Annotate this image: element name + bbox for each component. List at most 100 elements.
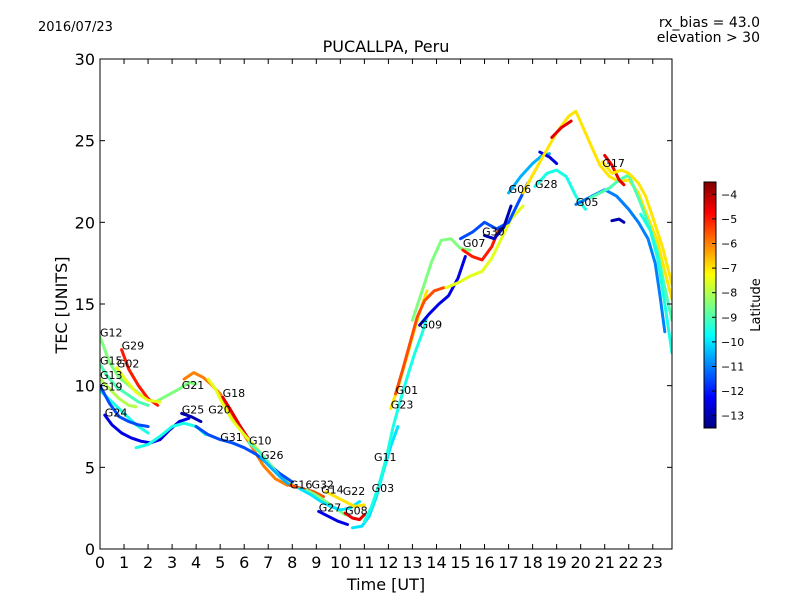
x-tick-label-11: 11	[354, 553, 374, 572]
colorbar-tick-label-13: −13	[721, 410, 744, 423]
x-tick-label-17: 17	[498, 553, 518, 572]
satellite-label-g09: G09	[420, 319, 443, 332]
colorbar-tick-label-11: −11	[721, 361, 744, 374]
satellite-label-g01: G01	[396, 384, 419, 397]
satellite-label-g20: G20	[208, 403, 231, 416]
series-line-42	[610, 217, 626, 224]
colorbar-tick-label-7: −7	[721, 262, 737, 275]
satellite-label-g15: G15	[100, 354, 123, 367]
colorbar-label: Latitude	[749, 278, 764, 332]
colorbar-ticks: −4 −5 −6 −7 −8 −9 −10 −11 −12 −13	[712, 188, 744, 423]
series-line-18	[298, 487, 362, 512]
satellite-label-g16: G16	[290, 479, 313, 492]
satellite-label-g25: G25	[182, 403, 205, 416]
rx-bias-label: rx_bias = 43.0	[659, 15, 760, 31]
satellite-label-g32: G32	[312, 479, 335, 492]
date-label: 2016/07/23	[38, 20, 113, 35]
x-tick-label-4: 4	[191, 553, 201, 572]
series-line-19	[324, 490, 366, 508]
satellite-label-g29: G29	[122, 340, 145, 353]
colorbar-tick-label-5: −5	[721, 213, 737, 226]
colorbar-tick-label-4: −4	[721, 188, 737, 201]
series-line-35	[521, 109, 672, 301]
satellite-label-g22: G22	[343, 485, 366, 498]
series-line-31	[483, 204, 513, 241]
x-tick-label-13: 13	[402, 553, 422, 572]
x-tick-label-7: 7	[263, 553, 273, 572]
x-tick-label-5: 5	[215, 553, 225, 572]
x-tick-label-19: 19	[546, 553, 566, 572]
satellite-label-g12: G12	[100, 327, 123, 340]
series-line-7	[100, 384, 150, 428]
x-tick-label-10: 10	[330, 553, 350, 572]
series-line-2	[115, 366, 162, 404]
series-line-41	[639, 212, 672, 355]
satellite-label-g03: G03	[372, 482, 395, 495]
series-line-23	[362, 315, 429, 523]
satellite-label-g10: G10	[249, 435, 272, 448]
satellite-label-g31: G31	[220, 431, 243, 444]
y-tick-label-15: 15	[75, 295, 95, 314]
y-tick-label-0: 0	[85, 540, 95, 559]
colorbar-tick-label-6: −6	[721, 238, 737, 251]
satellite-label-g05: G05	[576, 196, 599, 209]
x-axis-ticks: 0 1 2 3 4 5 6 7 8 9 10 11 12 13 14 15 16 17 18 19 20 21 22 23	[95, 59, 663, 572]
satellite-label-g23: G23	[391, 399, 414, 412]
series-line-36	[550, 119, 573, 139]
satellite-label-g27: G27	[319, 501, 342, 514]
x-tick-label-23: 23	[643, 553, 663, 572]
x-axis-label: Time [UT]	[346, 575, 425, 594]
x-tick-label-18: 18	[522, 553, 542, 572]
series-line-27	[410, 237, 472, 322]
series-line-38	[588, 173, 672, 322]
colorbar-tick-label-8: −8	[721, 287, 737, 300]
x-tick-label-12: 12	[378, 553, 398, 572]
series-line-40	[600, 160, 672, 286]
y-axis-ticks: 0 5 10 15 20 25 30	[75, 50, 672, 559]
x-tick-label-16: 16	[474, 553, 494, 572]
x-tick-label-14: 14	[426, 553, 446, 572]
y-tick-label-20: 20	[75, 213, 95, 232]
series-line-11	[180, 411, 203, 424]
y-tick-label-30: 30	[75, 50, 95, 69]
satellite-label-g28: G28	[535, 178, 558, 191]
series-line-29	[461, 227, 501, 262]
x-tick-label-0: 0	[95, 553, 105, 572]
x-tick-label-1: 1	[119, 553, 129, 572]
x-tick-label-20: 20	[570, 553, 590, 572]
colorbar-tick-label-9: −9	[721, 311, 737, 324]
colorbar-tick-label-12: −12	[721, 385, 744, 398]
elevation-label: elevation > 30	[657, 30, 760, 46]
series-line-21	[343, 511, 366, 522]
x-tick-label-22: 22	[619, 553, 639, 572]
x-tick-label-2: 2	[143, 553, 153, 572]
series-line-34	[533, 168, 587, 211]
series-line-10	[221, 395, 251, 442]
satellite-label-g13: G13	[100, 369, 123, 382]
x-tick-label-21: 21	[595, 553, 615, 572]
series-line-3	[100, 362, 150, 407]
x-tick-label-8: 8	[287, 553, 297, 572]
satellite-label-g07: G07	[463, 237, 486, 250]
y-tick-label-25: 25	[75, 132, 95, 151]
y-tick-label-5: 5	[85, 458, 95, 477]
x-tick-label-15: 15	[450, 553, 470, 572]
satellite-label-g08: G08	[345, 505, 368, 518]
satellite-label-g14: G14	[321, 484, 344, 497]
series-layer	[100, 109, 672, 530]
series-line-26	[418, 255, 467, 327]
chart-title: PUCALLPA, Peru	[323, 37, 450, 56]
colorbar-tick-label-10: −10	[721, 336, 744, 349]
satellite-label-g02: G02	[117, 358, 140, 371]
series-line-30	[459, 181, 530, 241]
satellite-label-g19: G19	[100, 381, 123, 394]
series-line-20	[317, 509, 349, 526]
satellite-label-g06: G06	[509, 183, 532, 196]
satellite-label-g21: G21	[182, 379, 205, 392]
satellite-label-g17: G17	[602, 157, 625, 170]
x-tick-label-6: 6	[239, 553, 249, 572]
series-line-25	[394, 286, 446, 396]
y-axis-label: TEC [UNITS]	[52, 257, 71, 355]
